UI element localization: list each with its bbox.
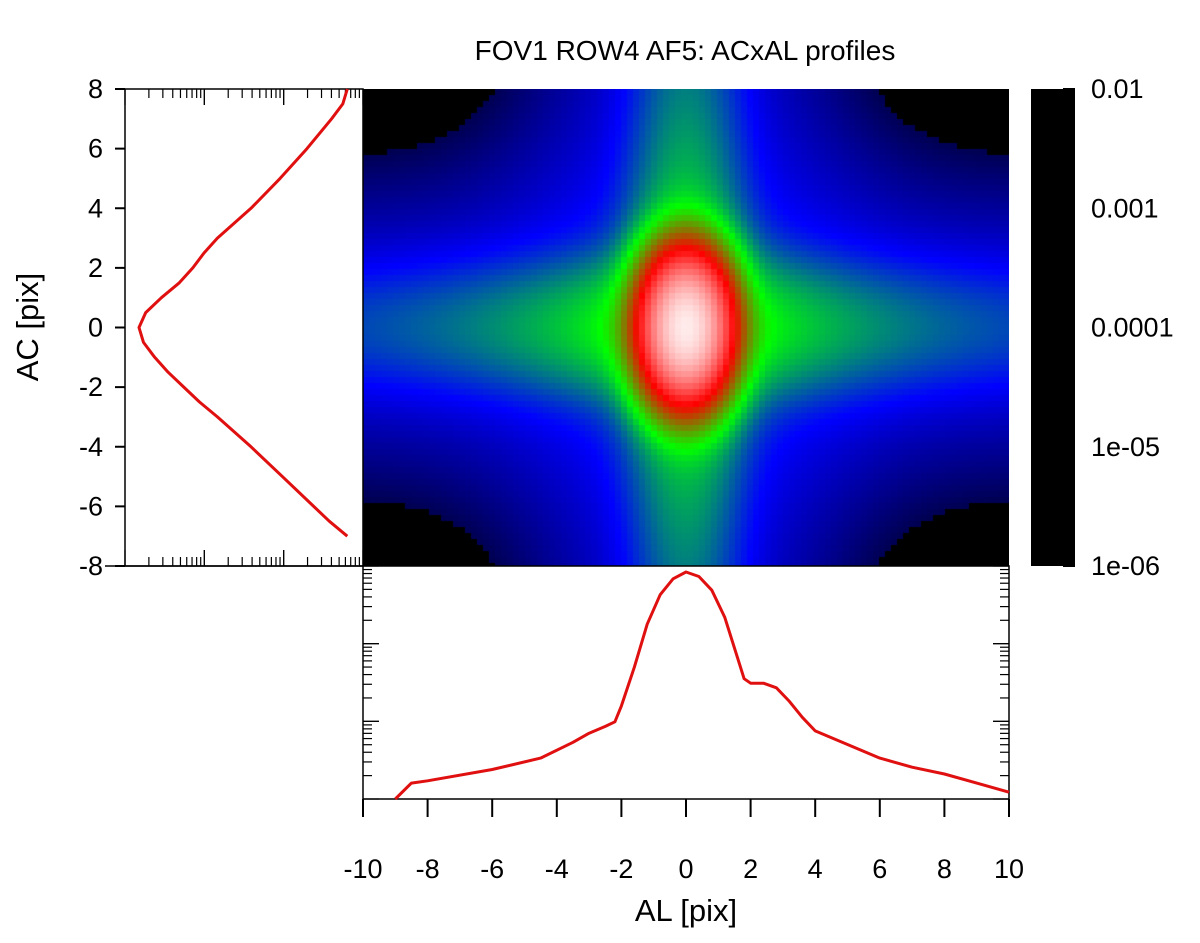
y-axis-label: AC [pix] xyxy=(10,273,45,382)
y-tick-label: 6 xyxy=(88,134,103,164)
colorbar-ticks: 0.01 0.001 0.0001 1e-05 1e-06 xyxy=(1063,74,1174,581)
x-axis-ticks: -10 -8 -6 -4 -2 0 2 4 6 8 10 xyxy=(343,799,1024,884)
y-tick-label: 0 xyxy=(88,313,103,343)
x-tick-label: -4 xyxy=(545,854,569,884)
y-tick-label: -4 xyxy=(79,432,103,462)
colorbar-tick-label: 0.001 xyxy=(1091,193,1159,223)
colorbar-tick-label: 1e-06 xyxy=(1091,551,1160,581)
colorbar-tick-label: 0.0001 xyxy=(1091,313,1174,343)
profile-curves xyxy=(137,88,1010,801)
y-tick-label: -8 xyxy=(79,551,103,581)
x-tick-label: 8 xyxy=(937,854,952,884)
y-tick-label: 2 xyxy=(88,253,103,283)
chart-title: FOV1 ROW4 AF5: ACxAL profiles xyxy=(474,35,896,66)
x-tick-label: 2 xyxy=(743,854,758,884)
x-tick-label: -2 xyxy=(609,854,633,884)
al-profile-curve xyxy=(394,570,1010,801)
colorbar-tick-label: 1e-05 xyxy=(1091,432,1160,462)
ac-profile-frame xyxy=(124,88,364,567)
minor-ticks xyxy=(124,89,1009,800)
panel-frames xyxy=(105,88,1010,800)
y-tick-label: 4 xyxy=(88,193,103,223)
x-tick-label: -6 xyxy=(480,854,504,884)
x-axis-label: AL [pix] xyxy=(635,893,737,928)
colorbar-tick-label: 0.01 xyxy=(1091,74,1144,104)
x-tick-label: 0 xyxy=(678,854,693,884)
x-tick-label: 4 xyxy=(808,854,823,884)
y-tick-label: -2 xyxy=(79,372,103,402)
x-tick-label: 10 xyxy=(994,854,1024,884)
y-axis-ticks: 8 6 4 2 0 -2 -4 -6 -8 xyxy=(79,74,125,581)
y-tick-label: 8 xyxy=(88,74,103,104)
y-tick-label: -6 xyxy=(79,491,103,521)
al-profile-frame xyxy=(362,565,1010,800)
x-tick-label: -8 xyxy=(416,854,440,884)
heatmap-panel xyxy=(363,89,1009,566)
x-tick-label: 6 xyxy=(872,854,887,884)
ac-profile-curve xyxy=(137,88,349,538)
x-tick-label: -10 xyxy=(343,854,382,884)
